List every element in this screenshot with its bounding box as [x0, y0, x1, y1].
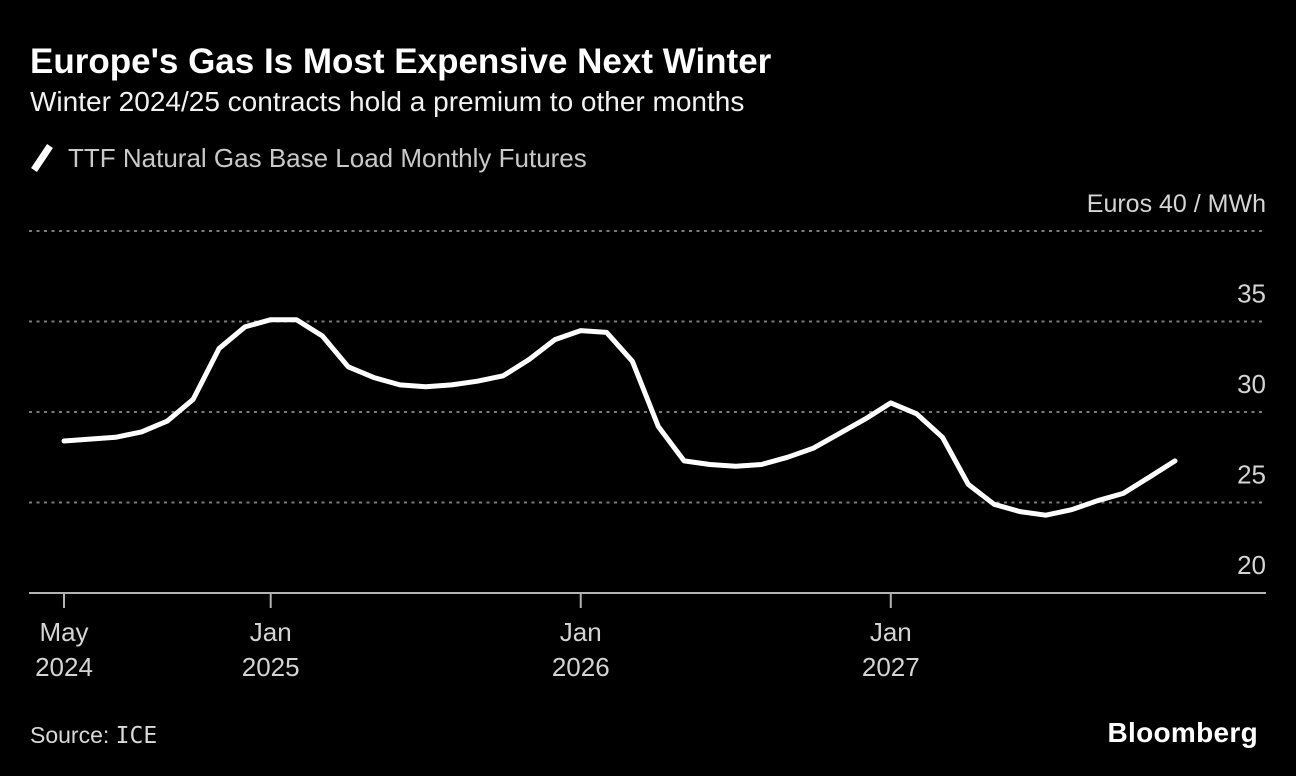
x-tick-label-month-2025: Jan	[250, 617, 292, 647]
x-axis-labels: May 2024 Jan 2025 Jan 2026 Jan 2027	[35, 617, 920, 682]
x-tick-label-year-2025: 2025	[242, 652, 300, 682]
chart-subtitle: Winter 2024/25 contracts hold a premium …	[30, 86, 745, 117]
legend: TTF Natural Gas Base Load Monthly Future…	[30, 142, 587, 174]
futures-price-line	[61, 317, 1178, 518]
x-tick-label-year-2024: 2024	[35, 652, 93, 682]
chart-title: Europe's Gas Is Most Expensive Next Wint…	[30, 42, 772, 81]
source-note: Source: ICE	[30, 722, 157, 749]
x-tick-label-month-2027: Jan	[870, 617, 912, 647]
y-tick-label-25: 25	[1237, 460, 1266, 490]
source-label: Source:	[30, 722, 110, 748]
gridlines	[29, 230, 1266, 504]
legend-label: TTF Natural Gas Base Load Monthly Future…	[68, 142, 587, 173]
y-axis-labels: 35 30 25 20	[1237, 279, 1266, 581]
y-tick-label-20: 20	[1237, 550, 1266, 580]
x-tick-label-year-2027: 2027	[862, 652, 920, 682]
x-tick-label-month-2024: May	[39, 617, 88, 647]
y-tick-label-30: 30	[1237, 369, 1266, 399]
line-series-swatch-icon	[31, 144, 53, 172]
y-axis-unit-label: Euros 40 / MWh	[1087, 190, 1266, 218]
bloomberg-logo: Bloomberg	[1107, 717, 1258, 748]
source-value: ICE	[115, 723, 158, 749]
y-tick-label-35: 35	[1237, 279, 1266, 309]
x-tick-label-year-2026: 2026	[552, 652, 610, 682]
x-axis-ticks	[63, 593, 892, 608]
x-tick-label-month-2026: Jan	[560, 617, 602, 647]
